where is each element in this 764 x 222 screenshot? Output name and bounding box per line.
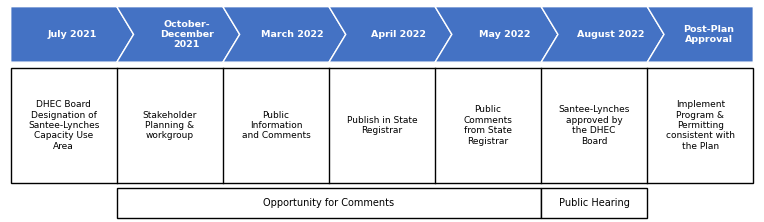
Text: Public Hearing: Public Hearing (558, 198, 630, 208)
Text: Opportunity for Comments: Opportunity for Comments (264, 198, 394, 208)
Bar (541, 188, 647, 218)
Text: Stakeholder
Planning &
workgroup: Stakeholder Planning & workgroup (143, 111, 197, 140)
Text: Public
Information
and Comments: Public Information and Comments (241, 111, 310, 140)
Text: Post-Plan
Approval: Post-Plan Approval (683, 25, 734, 44)
Text: Public
Comments
from State
Registrar: Public Comments from State Registrar (464, 105, 513, 146)
Polygon shape (435, 7, 558, 62)
Polygon shape (223, 7, 346, 62)
Text: Santee-Lynches
approved by
the DHEC
Board: Santee-Lynches approved by the DHEC Boar… (558, 105, 630, 146)
Text: Implement
Program &
Permitting
consistent with
the Plan: Implement Program & Permitting consisten… (665, 100, 735, 151)
Text: DHEC Board
Designation of
Santee-Lynches
Capacity Use
Area: DHEC Board Designation of Santee-Lynches… (28, 100, 99, 151)
Polygon shape (11, 7, 134, 62)
Polygon shape (647, 7, 753, 62)
Text: March 2022: March 2022 (261, 30, 324, 39)
Bar (117, 188, 541, 218)
Polygon shape (117, 7, 240, 62)
Bar (11, 68, 753, 183)
Text: August 2022: August 2022 (578, 30, 645, 39)
Text: October-
December
2021: October- December 2021 (160, 20, 214, 49)
Polygon shape (329, 7, 452, 62)
Polygon shape (541, 7, 664, 62)
Text: July 2021: July 2021 (47, 30, 97, 39)
Text: Publish in State
Registrar: Publish in State Registrar (347, 116, 417, 135)
Text: April 2022: April 2022 (371, 30, 426, 39)
Text: May 2022: May 2022 (479, 30, 531, 39)
